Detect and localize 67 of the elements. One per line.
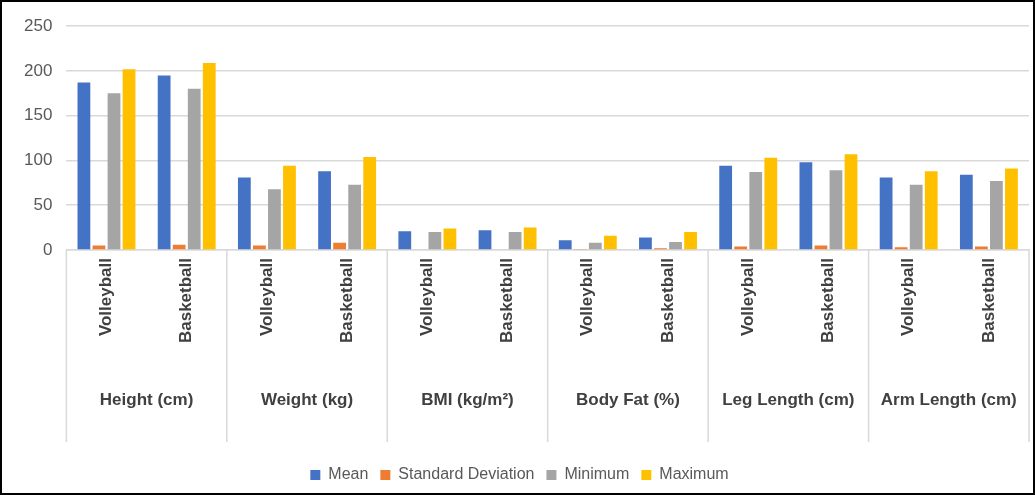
bar (990, 181, 1003, 250)
x-tick-label: Volleyball (577, 258, 597, 337)
x-tick-label: Basketball (336, 258, 356, 344)
bar (348, 184, 362, 250)
text: Leg Length (cm) (722, 389, 855, 409)
bar (77, 82, 91, 250)
x-tick-label: Basketball (497, 258, 517, 344)
text: Body Fat (%) (575, 389, 680, 409)
y-tick-label: 100 (23, 150, 53, 170)
bar (719, 165, 733, 250)
x-tick-label: Volleyball (737, 258, 757, 337)
bar (799, 162, 813, 250)
bar (829, 170, 843, 250)
x-tick-label: Volleyball (256, 258, 276, 337)
text: Arm Length (cm) (880, 389, 1017, 409)
bar (909, 184, 923, 250)
legend-label: Standard Deviation (398, 465, 535, 483)
bar (333, 242, 347, 250)
y-tick-label: 0 (42, 239, 53, 259)
bar (187, 88, 201, 250)
x-tick-label: Basketball (176, 258, 196, 344)
legend-label: Minimum (564, 465, 630, 483)
bar (523, 227, 537, 250)
text: Height (cm) (99, 389, 194, 409)
bar (428, 232, 442, 250)
bar (879, 177, 893, 250)
bar (959, 174, 973, 250)
bar (669, 241, 682, 250)
y-tick-label: 200 (23, 60, 53, 80)
legend-label: Mean (328, 465, 369, 483)
legend-label: Maximum (659, 465, 729, 483)
bar (844, 154, 858, 250)
x-tick-label: Basketball (818, 258, 838, 344)
bar (398, 231, 412, 250)
bar (122, 69, 136, 250)
bar (157, 75, 171, 250)
bar (558, 240, 572, 250)
bar (202, 62, 216, 250)
bar (478, 230, 492, 250)
x-tick-label: Volleyball (96, 258, 116, 337)
bar (443, 228, 457, 250)
bar (363, 156, 377, 250)
bar (1005, 168, 1018, 250)
x-tick-label: Volleyball (898, 258, 918, 337)
bar (974, 246, 988, 250)
bar (268, 189, 281, 250)
bar (764, 157, 778, 250)
x-tick-label: Volleyball (417, 258, 437, 337)
y-tick-label: 150 (23, 105, 53, 125)
y-tick-label: 250 (23, 15, 53, 35)
bar (749, 172, 763, 250)
text: BMI (kg/m²) (421, 389, 514, 409)
text: Weight (kg) (260, 389, 354, 409)
bar (237, 177, 251, 250)
bar (508, 232, 522, 250)
bar (924, 171, 938, 250)
bar (734, 246, 748, 250)
bar (318, 171, 331, 250)
bar (684, 232, 697, 250)
bar (107, 93, 121, 250)
bar (639, 237, 652, 250)
y-tick-label: 50 (33, 194, 53, 214)
bar (588, 242, 602, 250)
x-tick-label: Basketball (657, 258, 677, 344)
bar (283, 165, 296, 250)
bar (603, 235, 617, 250)
x-tick-label: Basketball (978, 258, 998, 344)
